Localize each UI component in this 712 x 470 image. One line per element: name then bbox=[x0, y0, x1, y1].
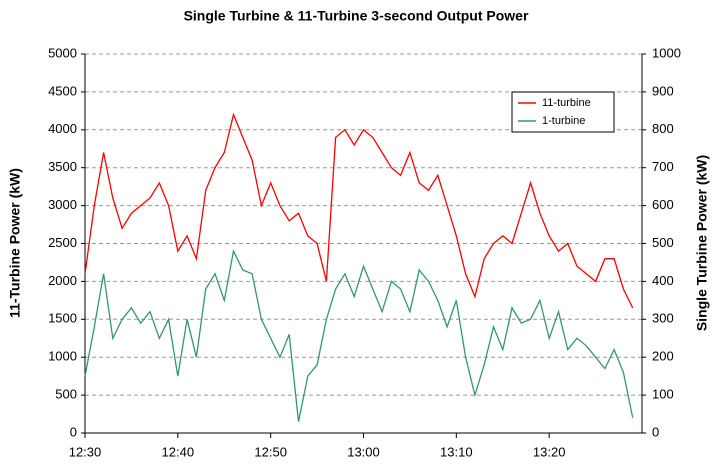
y2-tick-label: 900 bbox=[652, 83, 674, 98]
y2-axis-title: Single Turbine Power (kW) bbox=[694, 155, 710, 331]
x-tick-label: 12:30 bbox=[69, 444, 102, 459]
y2-tick-label: 300 bbox=[652, 311, 674, 326]
y-tick-label: 2500 bbox=[48, 235, 77, 250]
series-line bbox=[84, 112, 634, 309]
y2-tick-label: 700 bbox=[652, 159, 674, 174]
y-tick-label: 2000 bbox=[48, 273, 77, 288]
y-tick-label: 500 bbox=[55, 387, 77, 402]
y-tick-label: 4000 bbox=[48, 121, 77, 136]
y-tick-label: 1000 bbox=[48, 349, 77, 364]
y2-tick-label: 800 bbox=[652, 121, 674, 136]
x-tick-label: 12:50 bbox=[254, 444, 287, 459]
y-tick-label: 1500 bbox=[48, 311, 77, 326]
x-tick-label: 13:00 bbox=[347, 444, 380, 459]
x-tick-label: 12:40 bbox=[162, 444, 195, 459]
y2-tick-label: 0 bbox=[652, 424, 659, 439]
legend-label: 1-turbine bbox=[542, 115, 585, 127]
y-tick-label: 0 bbox=[70, 424, 77, 439]
y2-tick-label: 400 bbox=[652, 273, 674, 288]
x-tick-label: 13:20 bbox=[533, 444, 566, 459]
series-line bbox=[84, 249, 634, 422]
y2-tick-label: 1000 bbox=[652, 45, 681, 60]
chart-title: Single Turbine & 11-Turbine 3-second Out… bbox=[184, 8, 529, 24]
y2-tick-label: 200 bbox=[652, 349, 674, 364]
y-tick-label: 4500 bbox=[48, 83, 77, 98]
legend-label: 11-turbine bbox=[542, 97, 591, 109]
y2-tick-label: 500 bbox=[652, 235, 674, 250]
legend-box bbox=[511, 91, 615, 133]
y-tick-label: 3000 bbox=[48, 197, 77, 212]
y2-tick-label: 600 bbox=[652, 197, 674, 212]
y-tick-label: 3500 bbox=[48, 159, 77, 174]
y-axis-title: 11-Turbine Power (kW) bbox=[7, 168, 23, 318]
y-tick-label: 5000 bbox=[48, 45, 77, 60]
x-tick-label: 13:10 bbox=[440, 444, 473, 459]
y2-tick-label: 100 bbox=[652, 387, 674, 402]
